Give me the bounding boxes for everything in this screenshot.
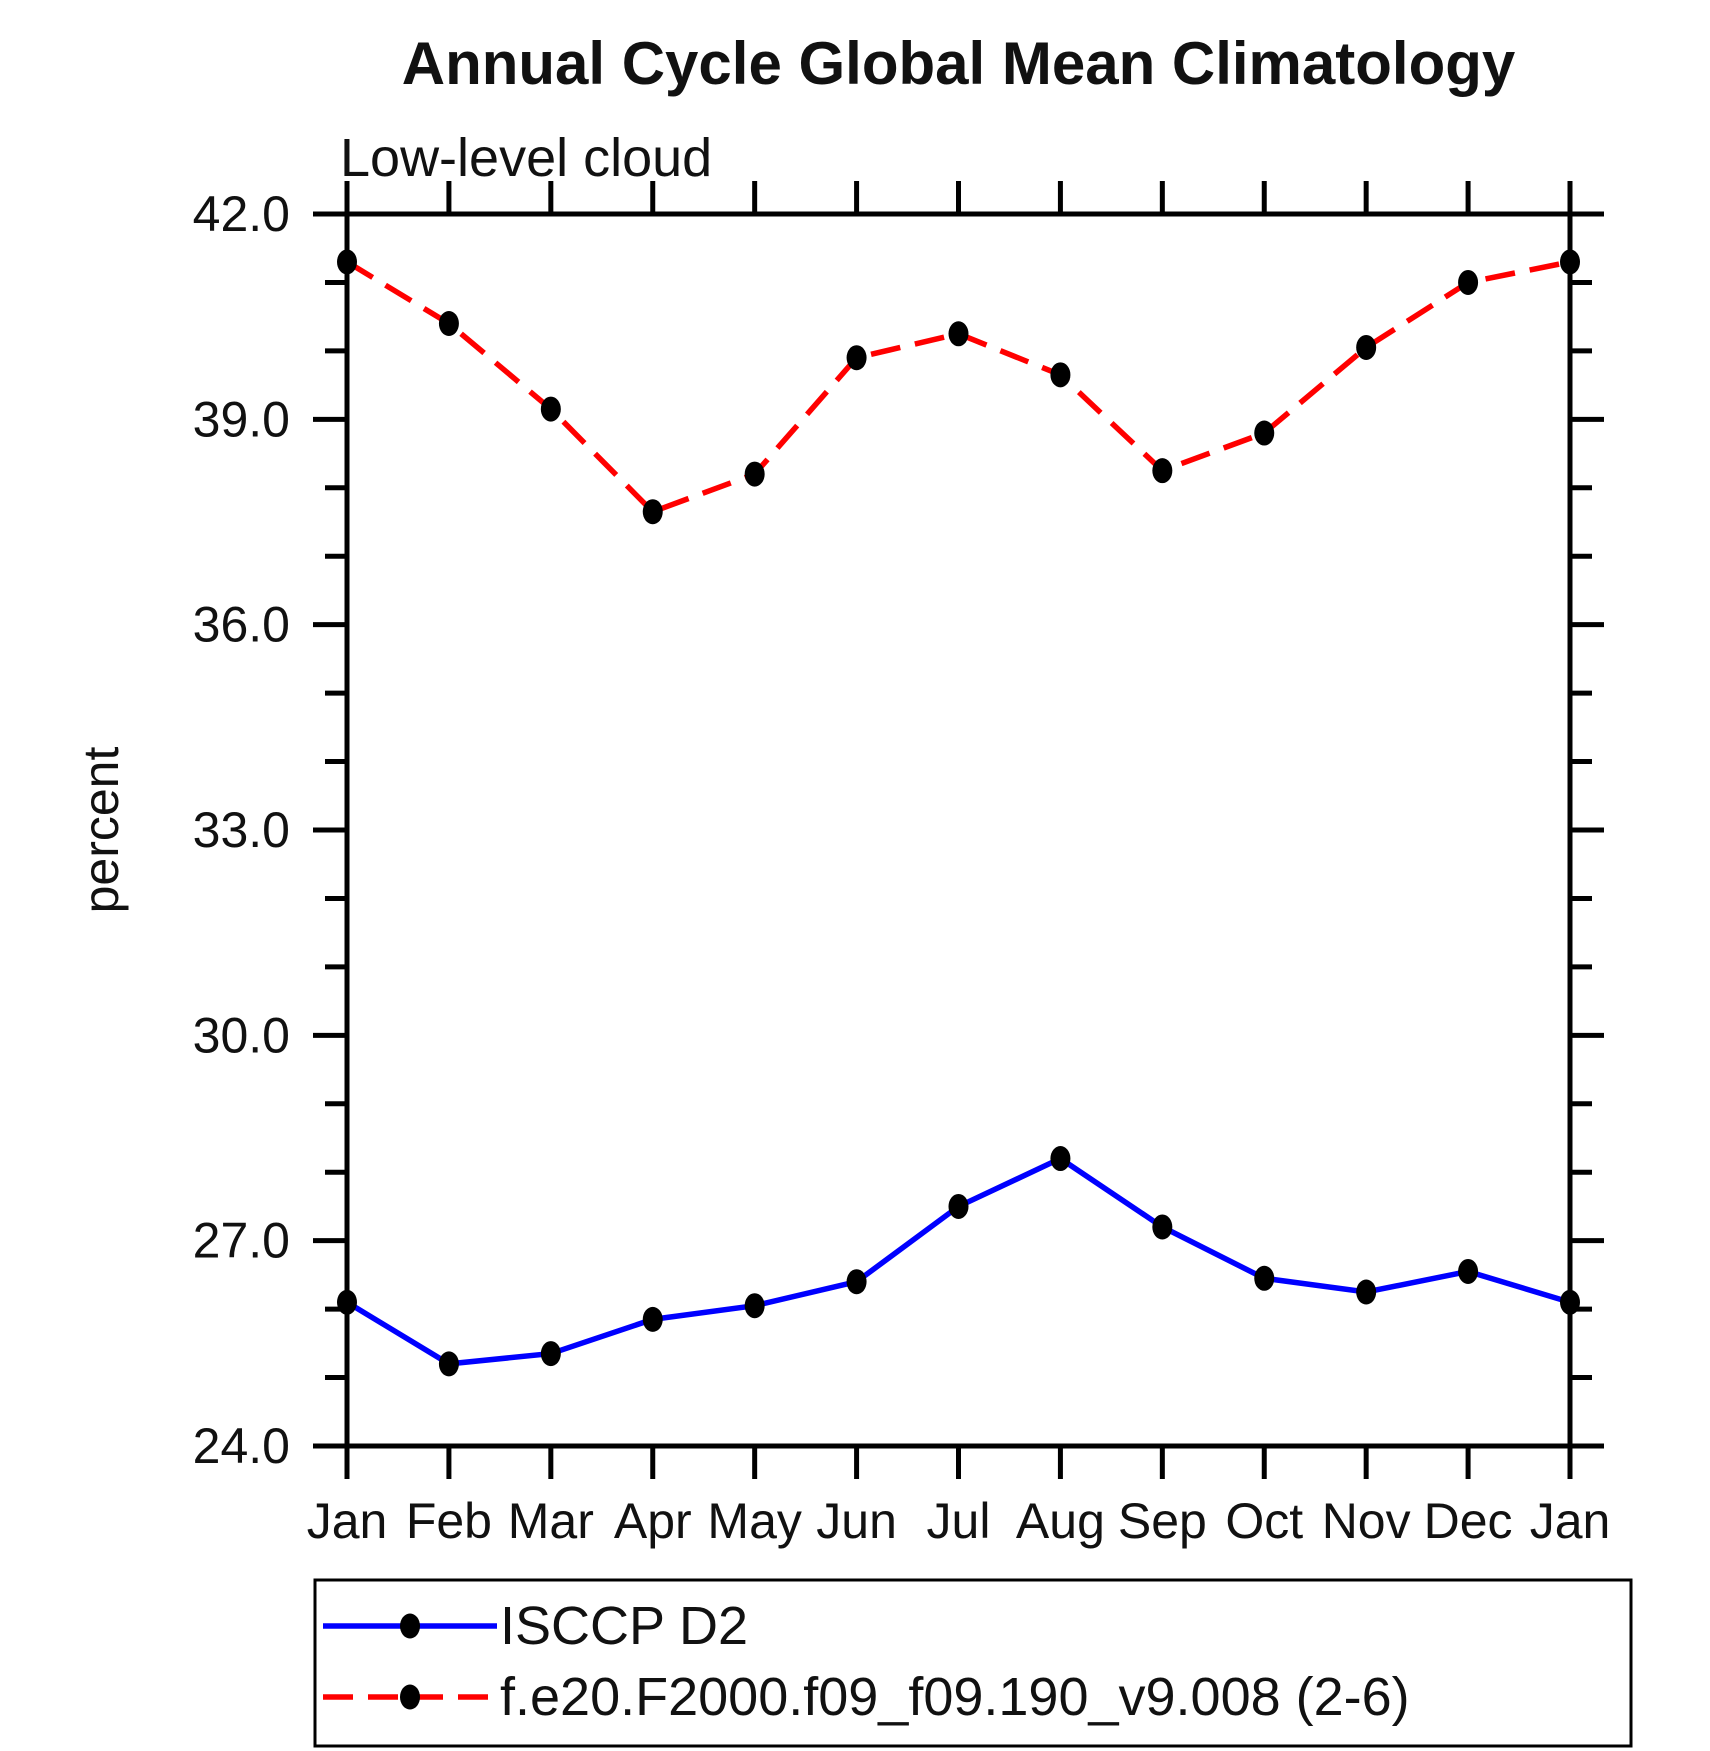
data-point-marker [1560,1289,1580,1315]
x-axis-tick-label: Aug [1016,1493,1105,1549]
y-axis-tick-label: 30.0 [193,1007,290,1063]
data-point-marker [1254,1265,1275,1291]
data-point-marker [1050,1146,1071,1172]
chart-title: Annual Cycle Global Mean Climatology [402,30,1516,97]
data-point-marker [438,1351,459,1377]
legend: ISCCP D2 f.e20.F2000.f09_f09.190_v9.008 (… [313,1578,1633,1748]
x-axis: Jan Feb Mar Apr May Jun Jul Aug Sep Oct Nov Dec Jan [307,181,1611,1549]
x-axis-tick-label: May [707,1493,801,1549]
data-point-marker [948,321,969,347]
legend-box [313,1578,1633,1748]
plot-frame [344,211,1573,1449]
series-markers [337,1146,1580,1377]
data-point-marker [846,345,867,371]
data-point-marker [337,1289,357,1315]
y-axis-tick-label: 39.0 [193,391,290,447]
x-axis-tick-label: Sep [1118,1493,1207,1549]
x-axis-tick-label: Feb [406,1493,492,1549]
data-point-marker [744,461,765,487]
x-axis-tick-label: Mar [508,1493,594,1549]
data-point-marker [948,1193,969,1219]
data-point-marker [1458,1258,1479,1284]
data-point-marker [337,249,357,275]
data-point-marker [1560,249,1580,275]
data-point-marker [1050,362,1071,388]
data-point-marker [744,1293,765,1319]
legend-entry-label: f.e20.F2000.f09_f09.190_v9.008 (2-6) [500,1667,1410,1727]
y-axis-tick-label: 24.0 [193,1418,290,1474]
data-point-marker [540,396,561,422]
data-point-marker [642,1306,663,1332]
series-line [345,259,1571,515]
chart-subtitle: Low-level cloud [340,128,712,188]
y-axis: 24.0 27.0 30.0 33.0 36.0 39.0 42.0 [193,186,1604,1474]
x-axis-tick-label: Oct [1225,1493,1303,1549]
data-point-marker [1356,1279,1377,1305]
data-point-marker [438,311,459,337]
data-point-marker [1458,269,1479,295]
series-markers [337,249,1580,525]
data-point-marker [1152,1214,1173,1240]
x-axis-tick-label: Apr [614,1493,692,1549]
y-axis-tick-label: 33.0 [193,802,290,858]
x-axis-tick-label: Nov [1322,1493,1411,1549]
x-axis-tick-label: Jun [816,1493,897,1549]
y-axis-label: percent [73,747,129,914]
data-point-marker [1254,420,1275,446]
y-axis-tick-label: 42.0 [193,186,290,242]
y-axis-tick-label: 36.0 [193,597,290,653]
x-axis-tick-label: Jul [927,1493,991,1549]
x-axis-tick-label: Dec [1424,1493,1513,1549]
data-point-marker [1356,334,1377,360]
legend-entry-label: ISCCP D2 [500,1596,748,1656]
legend-sample-marker [400,1684,420,1710]
series-line [345,1155,1571,1367]
data-point-marker [540,1341,561,1367]
x-axis-tick-label: Jan [1530,1493,1611,1549]
legend-sample-marker [400,1613,420,1639]
data-point-marker [642,499,663,525]
data-point-marker [846,1269,867,1295]
y-axis-tick-label: 27.0 [193,1213,290,1269]
data-point-marker [1152,458,1173,484]
x-axis-tick-label: Jan [307,1493,388,1549]
